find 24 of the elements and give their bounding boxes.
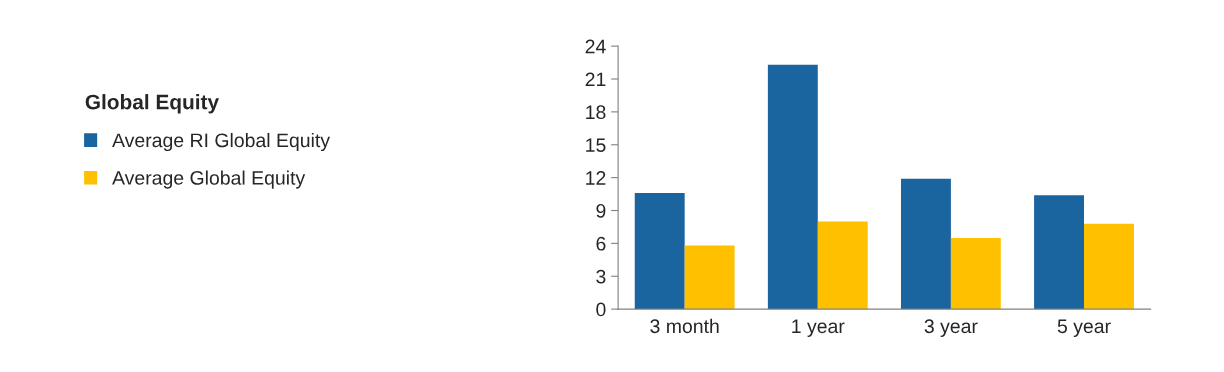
bar — [900, 178, 951, 310]
x-tick-label: 1 year — [792, 319, 845, 337]
bar — [767, 64, 818, 310]
legend-label: Average RI Global Equity — [112, 132, 330, 152]
bar — [1034, 195, 1084, 310]
y-tick-label: 9 — [596, 203, 606, 218]
bar — [950, 237, 1001, 310]
y-tick-label: 15 — [586, 138, 606, 152]
y-tick-label: 21 — [585, 72, 606, 87]
y-tick-label: 6 — [596, 236, 606, 251]
bar — [634, 192, 685, 310]
x-tick-label: 3 month — [650, 318, 719, 334]
bar — [684, 245, 735, 310]
legend-title: Global Equity — [85, 94, 219, 114]
x-tick-label: 3 year — [924, 319, 978, 337]
y-tick-label: 12 — [586, 171, 606, 185]
y-tick-label: 18 — [586, 105, 606, 120]
y-tick-label: 3 — [596, 269, 606, 284]
bar — [1084, 223, 1134, 310]
bar — [817, 221, 868, 310]
y-tick-label: 24 — [585, 39, 606, 54]
legend-label: Average Global Equity — [112, 170, 306, 189]
y-tick-label: 0 — [596, 302, 606, 317]
x-tick-label: 5 year — [1057, 319, 1111, 337]
